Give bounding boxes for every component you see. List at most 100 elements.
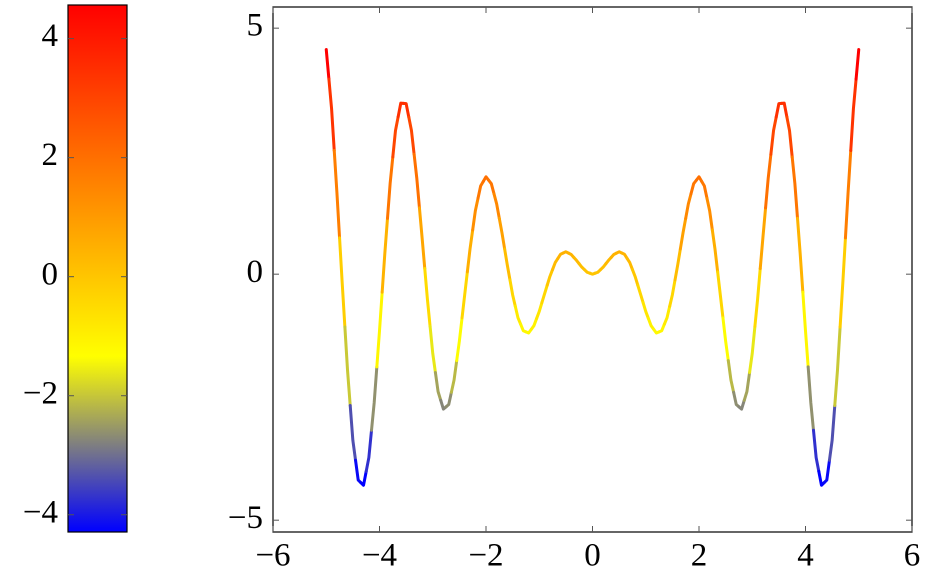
line-segment xyxy=(843,148,853,240)
line-segment xyxy=(694,175,704,183)
line-segment xyxy=(641,301,650,321)
line-segment xyxy=(385,155,395,220)
line-segment xyxy=(327,77,336,152)
line-segment xyxy=(684,192,693,220)
line-segment xyxy=(705,196,714,232)
line-segment xyxy=(742,370,752,402)
line-segment xyxy=(455,316,464,363)
line-segment xyxy=(806,365,815,432)
line-segment xyxy=(476,179,485,200)
line-segment xyxy=(689,178,698,196)
line-segment xyxy=(423,267,432,328)
line-segment xyxy=(785,115,794,159)
line-segment xyxy=(721,316,730,363)
line-segment xyxy=(396,101,405,119)
line-segment xyxy=(460,270,469,320)
line-segment xyxy=(630,268,640,287)
line-segment xyxy=(710,228,720,274)
colorbar xyxy=(67,4,128,533)
line-segment xyxy=(657,322,666,334)
line-segment xyxy=(401,101,411,119)
line-segment xyxy=(758,206,768,271)
line-segment xyxy=(796,216,805,294)
line-segment xyxy=(636,283,645,305)
line-segment xyxy=(348,404,358,462)
line-segment xyxy=(753,267,762,328)
y-tick-label: 5 xyxy=(247,8,264,44)
line-segment xyxy=(417,206,427,271)
x-tick-label: −6 xyxy=(255,538,290,574)
line-segment xyxy=(827,404,837,462)
line-segment xyxy=(668,278,677,308)
line-segment xyxy=(433,370,443,402)
line-segment xyxy=(764,152,773,210)
line-segment xyxy=(732,390,741,409)
line-segment xyxy=(354,458,363,485)
line-segment xyxy=(737,398,746,411)
line-segment xyxy=(444,390,453,409)
line-segment xyxy=(545,268,555,287)
line-segment xyxy=(700,179,709,200)
x-tick-label: −4 xyxy=(362,538,397,574)
line-segment xyxy=(540,283,549,305)
line-segment xyxy=(551,256,560,272)
line-segment xyxy=(748,324,757,374)
line-segment xyxy=(662,304,672,326)
colorbar-tick-label: 2 xyxy=(42,137,59,173)
line-segment xyxy=(833,325,842,408)
line-segment xyxy=(359,469,368,487)
line-segment xyxy=(838,236,847,329)
y-tick-label: 0 xyxy=(247,254,264,290)
line-segment xyxy=(471,196,480,232)
line-segment xyxy=(449,359,459,394)
x-tick-label: 0 xyxy=(584,538,601,574)
line-segment xyxy=(375,290,384,369)
line-segment xyxy=(412,152,421,210)
line-segment xyxy=(503,247,512,282)
line-segment xyxy=(529,317,539,331)
line-segment xyxy=(673,247,682,282)
colorbar-tick-label: 4 xyxy=(42,18,59,54)
line-segment xyxy=(391,115,400,159)
line-segment xyxy=(524,327,533,335)
colorbar-tick-label: −2 xyxy=(23,375,58,411)
line-segment xyxy=(801,290,810,369)
x-tick-label: −2 xyxy=(468,538,503,574)
line-segment xyxy=(849,77,858,152)
line-segment xyxy=(678,216,688,251)
colorbar-tick-label: 0 xyxy=(42,256,59,292)
line-segment xyxy=(487,178,496,196)
line-segment xyxy=(508,278,517,308)
line-segment xyxy=(338,236,347,329)
line-segment xyxy=(324,48,331,81)
line-segment xyxy=(380,216,389,294)
line-segment xyxy=(769,115,778,156)
line-segment xyxy=(492,192,501,220)
line-segment xyxy=(364,428,374,473)
line-segment xyxy=(726,359,736,394)
line-segment xyxy=(822,458,831,485)
x-tick-label: 4 xyxy=(797,538,814,574)
line-segment xyxy=(854,48,861,81)
line-segment xyxy=(370,365,379,432)
line-segment xyxy=(407,115,416,156)
line-segment xyxy=(513,304,523,326)
colorbar-tick-label: −4 xyxy=(23,494,58,530)
line-segment xyxy=(497,216,507,251)
line-segment xyxy=(620,251,629,260)
x-tick-label: 6 xyxy=(904,538,921,574)
line-segment xyxy=(535,301,544,321)
y-tick-label: −5 xyxy=(228,500,263,536)
line-segment xyxy=(646,317,656,331)
line-segment xyxy=(465,228,475,274)
line-segment xyxy=(343,325,352,408)
x-tick-label: 2 xyxy=(691,538,708,574)
line-segment xyxy=(428,324,437,374)
line-segment xyxy=(774,101,784,119)
line-segment xyxy=(780,101,789,119)
line-segment xyxy=(790,155,800,220)
line-segment xyxy=(716,270,725,320)
line-segment xyxy=(332,148,342,240)
line-segment xyxy=(811,428,821,473)
